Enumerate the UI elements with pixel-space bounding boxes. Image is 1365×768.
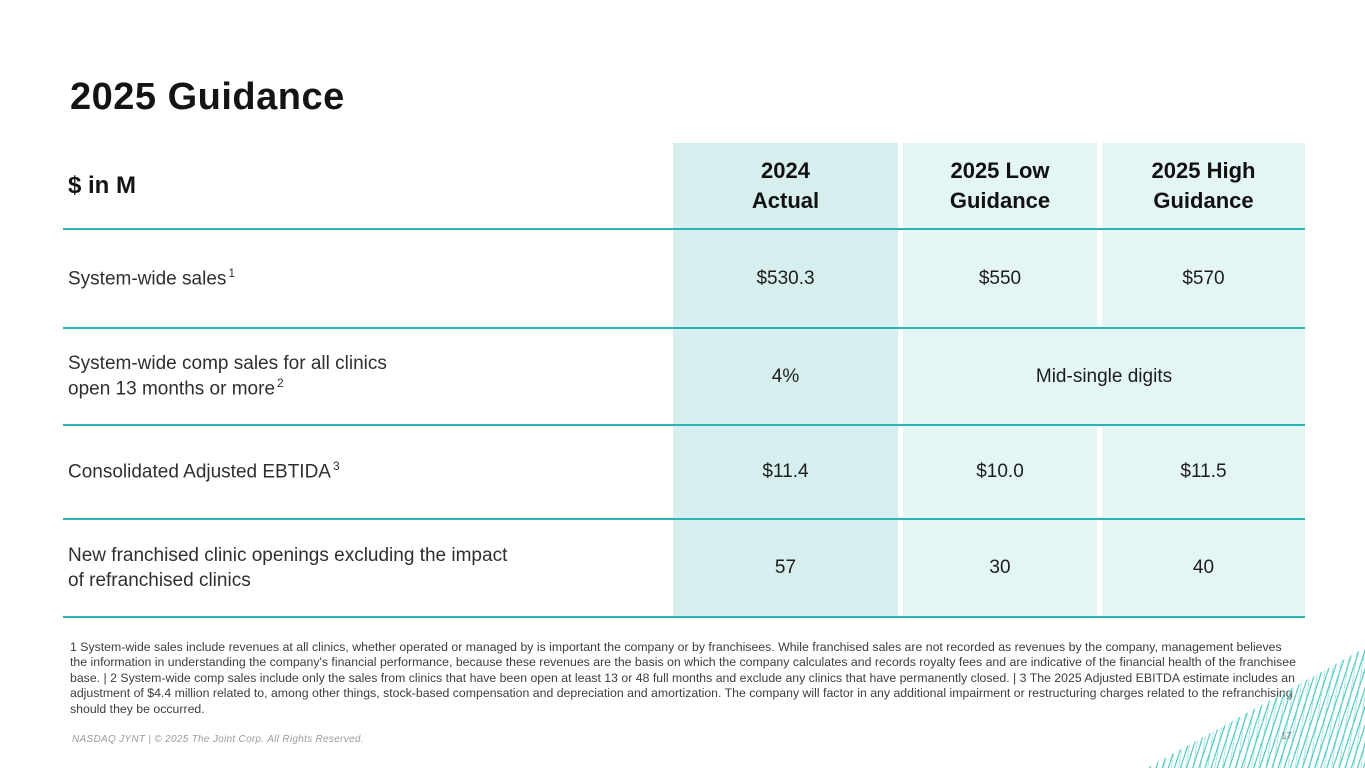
row-label-text: Consolidated Adjusted EBTIDA — [68, 461, 331, 483]
page-number: 17 — [1281, 731, 1293, 742]
column-gap — [898, 143, 903, 228]
column-gap — [898, 426, 903, 518]
column-gap — [898, 230, 903, 327]
column-header-line1: 2025 Low — [950, 157, 1050, 183]
column-gap — [898, 329, 903, 424]
table-row-system-wide-sales: System-wide sales 1 $530.3 $550 $570 — [63, 230, 1305, 327]
table-row-comp-sales: System-wide comp sales for all clinics o… — [63, 329, 1305, 424]
unit-label: $ in M — [68, 171, 137, 199]
column-gap — [1097, 143, 1102, 228]
table-rule — [63, 616, 1305, 618]
row-label: System-wide sales 1 — [63, 230, 673, 327]
column-header-line1: 2024 — [761, 157, 810, 183]
footer-copyright: NASDAQ JYNT | © 2025 The Joint Corp. All… — [72, 734, 364, 745]
table-cell: $530.3 — [673, 230, 898, 327]
column-header-line2: Actual — [751, 187, 820, 213]
row-label-text: New franchised clinic openings excluding… — [68, 544, 508, 566]
table-rule — [63, 327, 1305, 329]
table-cell: 40 — [1102, 520, 1305, 616]
column-header-2025-high-guidance: 2025 High Guidance — [1102, 143, 1305, 228]
row-label: New franchised clinic openings excluding… — [63, 520, 673, 616]
row-label-text: System-wide sales — [68, 268, 227, 290]
table-row-adjusted-ebtida: Consolidated Adjusted EBTIDA 3 $11.4 $10.… — [63, 426, 1305, 518]
row-label-text: open 13 months or more — [68, 378, 276, 400]
page-title: 2025 Guidance — [70, 76, 345, 118]
column-gap — [1097, 520, 1102, 616]
table-cell-merged: Mid-single digits — [903, 329, 1305, 424]
column-header-line2: Guidance — [1153, 187, 1254, 213]
table-rule — [63, 424, 1305, 426]
footnotes-text: 1 System-wide sales include revenues at … — [70, 640, 1296, 716]
guidance-table: $ in M 2024 Actual 2025 Low Guidance 202… — [63, 143, 1305, 618]
footnote-ref: 2 — [277, 376, 284, 391]
table-row-new-clinic-openings: New franchised clinic openings excluding… — [63, 520, 1305, 616]
row-label: System-wide comp sales for all clinics o… — [63, 329, 673, 424]
column-gap — [1097, 426, 1102, 518]
table-cell: $550 — [903, 230, 1097, 327]
column-header-line1: 2025 High — [1151, 157, 1256, 183]
row-label: Consolidated Adjusted EBTIDA 3 — [63, 426, 673, 518]
footnote-ref: 1 — [228, 265, 236, 280]
table-cell: $11.5 — [1102, 426, 1305, 518]
column-gap — [1097, 230, 1102, 327]
footnote-ref: 3 — [333, 459, 340, 474]
column-header-line2: Guidance — [949, 187, 1051, 213]
table-rule — [63, 228, 1305, 230]
table-header-row: $ in M 2024 Actual 2025 Low Guidance 202… — [63, 143, 1305, 228]
table-cell: $11.4 — [673, 426, 898, 518]
row-label-text: System-wide comp sales for all clinics — [68, 353, 387, 375]
table-cell: 4% — [673, 329, 898, 424]
table-cell: 57 — [673, 520, 898, 616]
table-cell: $10.0 — [903, 426, 1097, 518]
table-rule — [63, 518, 1305, 520]
table-cell: $570 — [1102, 230, 1305, 327]
column-header-2025-low-guidance: 2025 Low Guidance — [903, 143, 1097, 228]
table-cell: 30 — [903, 520, 1097, 616]
column-header-2024-actual: 2024 Actual — [673, 143, 898, 228]
row-label-text: of refranchised clinics — [68, 570, 251, 591]
column-gap — [898, 520, 903, 616]
